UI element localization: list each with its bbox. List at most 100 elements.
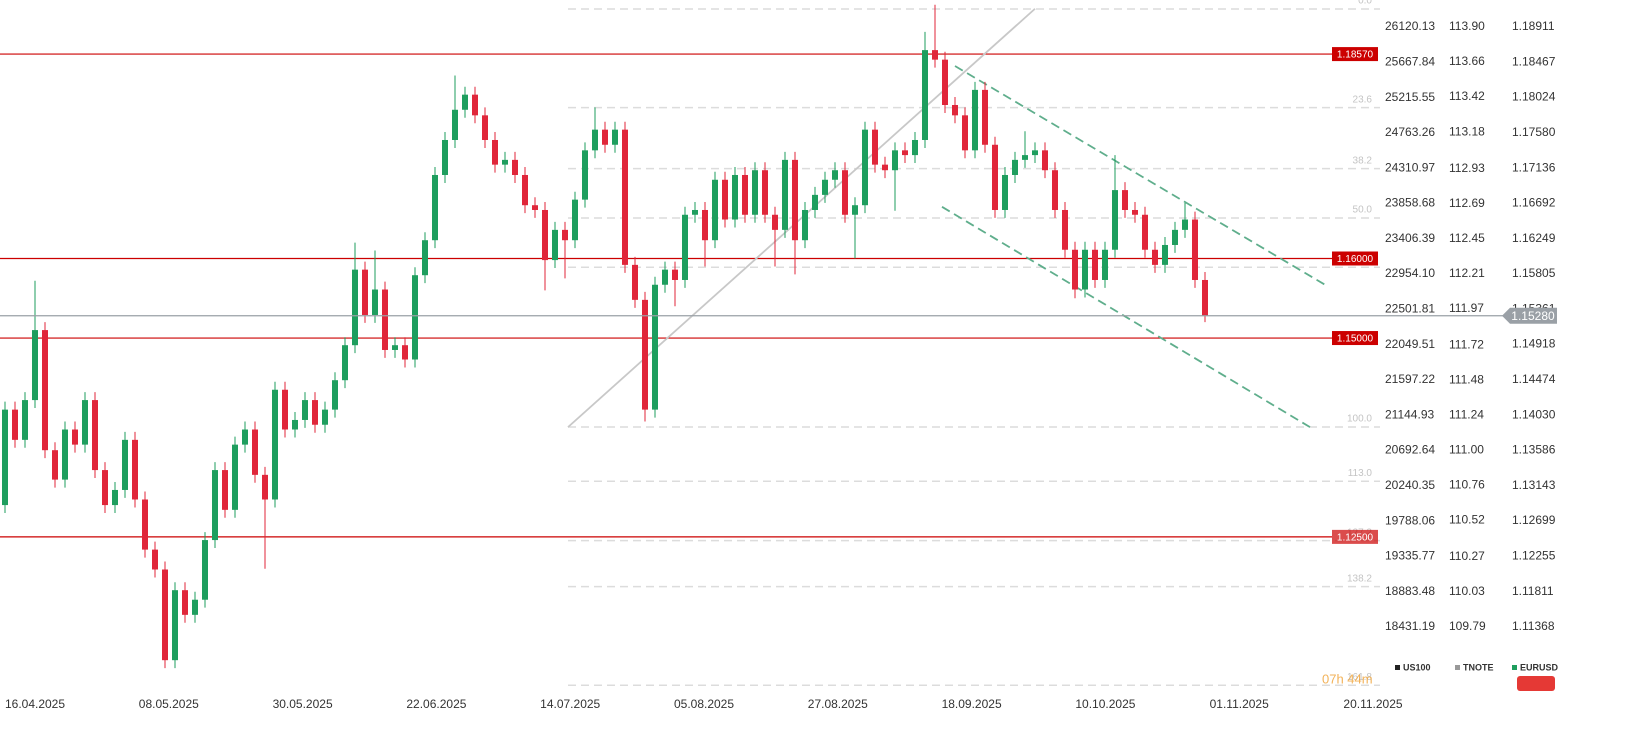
candle-body [1202, 279, 1208, 316]
legend-label: EURUSD [1520, 662, 1559, 672]
candle-body [102, 470, 108, 506]
candle-body [632, 264, 638, 300]
y-tick-label: 111.00 [1449, 442, 1484, 456]
candle-body [62, 429, 68, 480]
candle-body [962, 115, 968, 151]
candle-body [1032, 150, 1038, 156]
timer: 07h 44m [1322, 671, 1373, 686]
candle-body [1012, 159, 1018, 175]
y-tick-label: 23858.68 [1385, 196, 1435, 210]
y-tick-label: 24310.97 [1385, 160, 1435, 174]
y-tick-label: 23406.39 [1385, 231, 1435, 245]
fib-label: 138.2 [1347, 573, 1372, 584]
y-tick-label: 1.14474 [1512, 372, 1556, 386]
candle-body [332, 380, 338, 410]
y-tick-label: 110.27 [1449, 549, 1485, 563]
candle-body [992, 144, 998, 210]
candle-body [662, 269, 668, 285]
fib-label: 0.0 [1358, 0, 1372, 7]
y-tick-label: 25667.84 [1385, 54, 1435, 68]
y-tick-label: 1.17136 [1512, 160, 1556, 174]
candle-body [152, 549, 158, 570]
candle-body [342, 345, 348, 381]
y-tick-label: 113.66 [1449, 54, 1485, 68]
level-tag-label: 1.16000 [1337, 254, 1374, 265]
legend-swatch [1512, 665, 1517, 670]
y-tick-label: 112.93 [1449, 161, 1485, 175]
candle-body [712, 179, 718, 241]
candle-body [212, 470, 218, 541]
candle-body [362, 269, 368, 315]
candle-body [722, 179, 728, 220]
candle-body [32, 330, 38, 401]
level-tag [1332, 331, 1378, 346]
fib-label: 100.0 [1347, 414, 1372, 425]
y-tick-label: 112.45 [1449, 231, 1485, 245]
candle-body [612, 129, 618, 145]
candle-body [1072, 249, 1078, 290]
candle-body [642, 299, 648, 410]
candle-body [142, 499, 148, 550]
candle-body [902, 150, 908, 156]
trendline [941, 206, 1311, 428]
y-tick-label: 1.11368 [1512, 619, 1555, 633]
candle-body [502, 159, 508, 165]
candle-body [472, 94, 478, 116]
candle-body [512, 159, 518, 175]
y-tick-label: 1.17580 [1512, 125, 1556, 139]
candle-body [772, 214, 778, 230]
candle-body [1082, 249, 1088, 290]
candle-body [732, 174, 738, 220]
y-tick-label: 21144.93 [1385, 407, 1434, 421]
y-tick-label: 22049.51 [1385, 337, 1435, 351]
y-tick-label: 111.97 [1449, 301, 1484, 315]
y-tick-label: 22501.81 [1385, 302, 1435, 316]
legend-label: TNOTE [1463, 662, 1494, 672]
candle-body [1162, 244, 1168, 265]
candle-body [702, 209, 708, 241]
candle-body [522, 174, 528, 206]
candle-body [1052, 170, 1058, 210]
x-tick-label: 10.10.2025 [1075, 697, 1135, 711]
candle-body [322, 409, 328, 425]
candle-body [372, 289, 378, 315]
y-tick-label: 1.13143 [1512, 478, 1556, 492]
candle-body [92, 400, 98, 471]
candle-body [202, 540, 208, 600]
candle-body [382, 289, 388, 350]
candle-body [1172, 229, 1178, 245]
candle-body [492, 139, 498, 165]
candle-body [842, 170, 848, 215]
y-tick-label: 1.15805 [1512, 266, 1556, 280]
candle-body [532, 205, 538, 210]
y-tick-label: 21597.22 [1385, 372, 1435, 386]
candle-body [672, 269, 678, 280]
level-tag [1332, 251, 1378, 266]
candle-body [312, 400, 318, 425]
x-tick-label: 16.04.2025 [5, 697, 65, 711]
candle-body [282, 389, 288, 430]
candle-body [392, 345, 398, 350]
y-tick-label: 18883.48 [1385, 584, 1435, 598]
candle-body [1122, 190, 1128, 210]
y-tick-label: 20692.64 [1385, 443, 1435, 457]
y-tick-label: 20240.35 [1385, 478, 1435, 492]
y-tick-label: 26120.13 [1385, 19, 1435, 33]
fib-label: 50.0 [1353, 205, 1373, 216]
y-tick-label: 1.18467 [1512, 54, 1556, 68]
candle-body [742, 174, 748, 215]
candle-body [2, 409, 8, 506]
y-tick-label: 1.13586 [1512, 443, 1556, 457]
y-tick-label: 18431.19 [1385, 619, 1435, 633]
candle-body [452, 109, 458, 140]
y-tick-label: 110.03 [1449, 584, 1485, 598]
candle-body [132, 439, 138, 500]
candle-body [822, 179, 828, 195]
candle-body [1132, 209, 1138, 215]
candle-body [582, 150, 588, 200]
candle-body [762, 170, 768, 215]
candle-body [682, 214, 688, 280]
candle-body [22, 400, 28, 440]
level-tag [1332, 47, 1378, 62]
toggle-button[interactable] [1517, 676, 1555, 691]
